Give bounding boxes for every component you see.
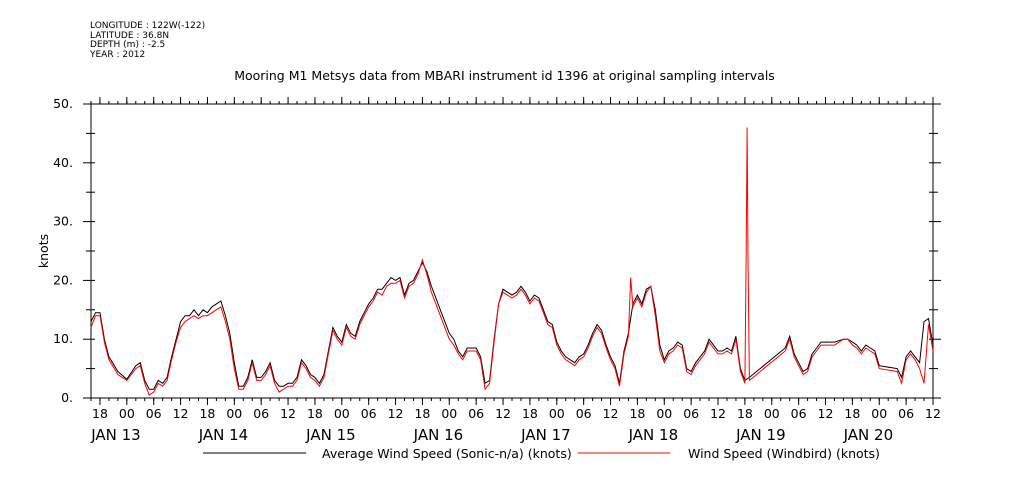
x-day-label: JAN 15 <box>305 426 356 444</box>
y-tick-label: 30. <box>53 214 73 229</box>
x-tick-label: 18 <box>629 406 645 421</box>
x-tick-label: 18 <box>844 406 860 421</box>
x-tick-label: 12 <box>388 406 404 421</box>
legend-label: Average Wind Speed (Sonic-n/a) (knots) <box>322 446 572 461</box>
x-tick-label: 18 <box>522 406 538 421</box>
x-tick-label: 00 <box>871 406 887 421</box>
x-tick-label: 18 <box>92 406 108 421</box>
x-day-label: JAN 14 <box>198 426 249 444</box>
x-tick-label: 06 <box>253 406 269 421</box>
y-tick-label: 40. <box>53 155 73 170</box>
metadata-block: LONGITUDE : 122W(-122) LATITUDE : 36.8N … <box>90 21 206 60</box>
x-tick-label: 00 <box>549 406 565 421</box>
x-tick-label: 18 <box>414 406 430 421</box>
x-tick-label: 12 <box>603 406 619 421</box>
y-axis-label: knots <box>36 234 51 268</box>
x-day-label: JAN 17 <box>520 426 571 444</box>
y-tick-label: 20. <box>53 272 73 287</box>
y-tick-label: 10. <box>53 331 73 346</box>
x-tick-label: 00 <box>334 406 350 421</box>
x-tick-label: 12 <box>818 406 834 421</box>
x-tick-label: 00 <box>119 406 135 421</box>
x-day-label: JAN 13 <box>90 426 141 444</box>
y-tick-label: 0. <box>61 390 73 405</box>
x-tick-label: 00 <box>441 406 457 421</box>
x-tick-label: 12 <box>280 406 296 421</box>
x-tick-label: 12 <box>925 406 941 421</box>
x-tick-label: 00 <box>226 406 242 421</box>
plot-frame <box>90 103 934 399</box>
x-tick-label: 18 <box>737 406 753 421</box>
longitude-text: LONGITUDE : 122W(-122) <box>90 21 206 31</box>
series-line-1 <box>90 261 934 390</box>
x-day-label: JAN 18 <box>628 426 679 444</box>
latitude-text: LATITUDE : 36.8N <box>90 30 170 41</box>
x-tick-label: 18 <box>199 406 215 421</box>
x-tick-label: 12 <box>710 406 726 421</box>
x-tick-label: 06 <box>791 406 807 421</box>
x-tick-label: 06 <box>361 406 377 421</box>
x-day-label: JAN 20 <box>843 426 894 444</box>
chart-title: Mooring M1 Metsys data from MBARI instru… <box>234 68 775 83</box>
x-tick-label: 06 <box>683 406 699 421</box>
x-tick-label: 06 <box>898 406 914 421</box>
x-tick-label: 18 <box>307 406 323 421</box>
depth-text: DEPTH (m) : -2.5 <box>90 40 166 50</box>
x-tick-label: 06 <box>468 406 484 421</box>
x-tick-label: 12 <box>173 406 189 421</box>
legend-label: Wind Speed (Windbird) (knots) <box>688 446 880 461</box>
x-tick-label: 00 <box>656 406 672 421</box>
series-line-2 <box>90 127 934 396</box>
x-day-label: JAN 16 <box>413 426 464 444</box>
x-day-label: JAN 19 <box>735 426 786 444</box>
x-tick-label: 06 <box>146 406 162 421</box>
x-tick-label: 12 <box>495 406 511 421</box>
x-tick-label: 06 <box>576 406 592 421</box>
y-tick-label: 50. <box>53 96 73 111</box>
x-tick-label: 00 <box>764 406 780 421</box>
year-text: YEAR : 2012 <box>90 49 146 60</box>
